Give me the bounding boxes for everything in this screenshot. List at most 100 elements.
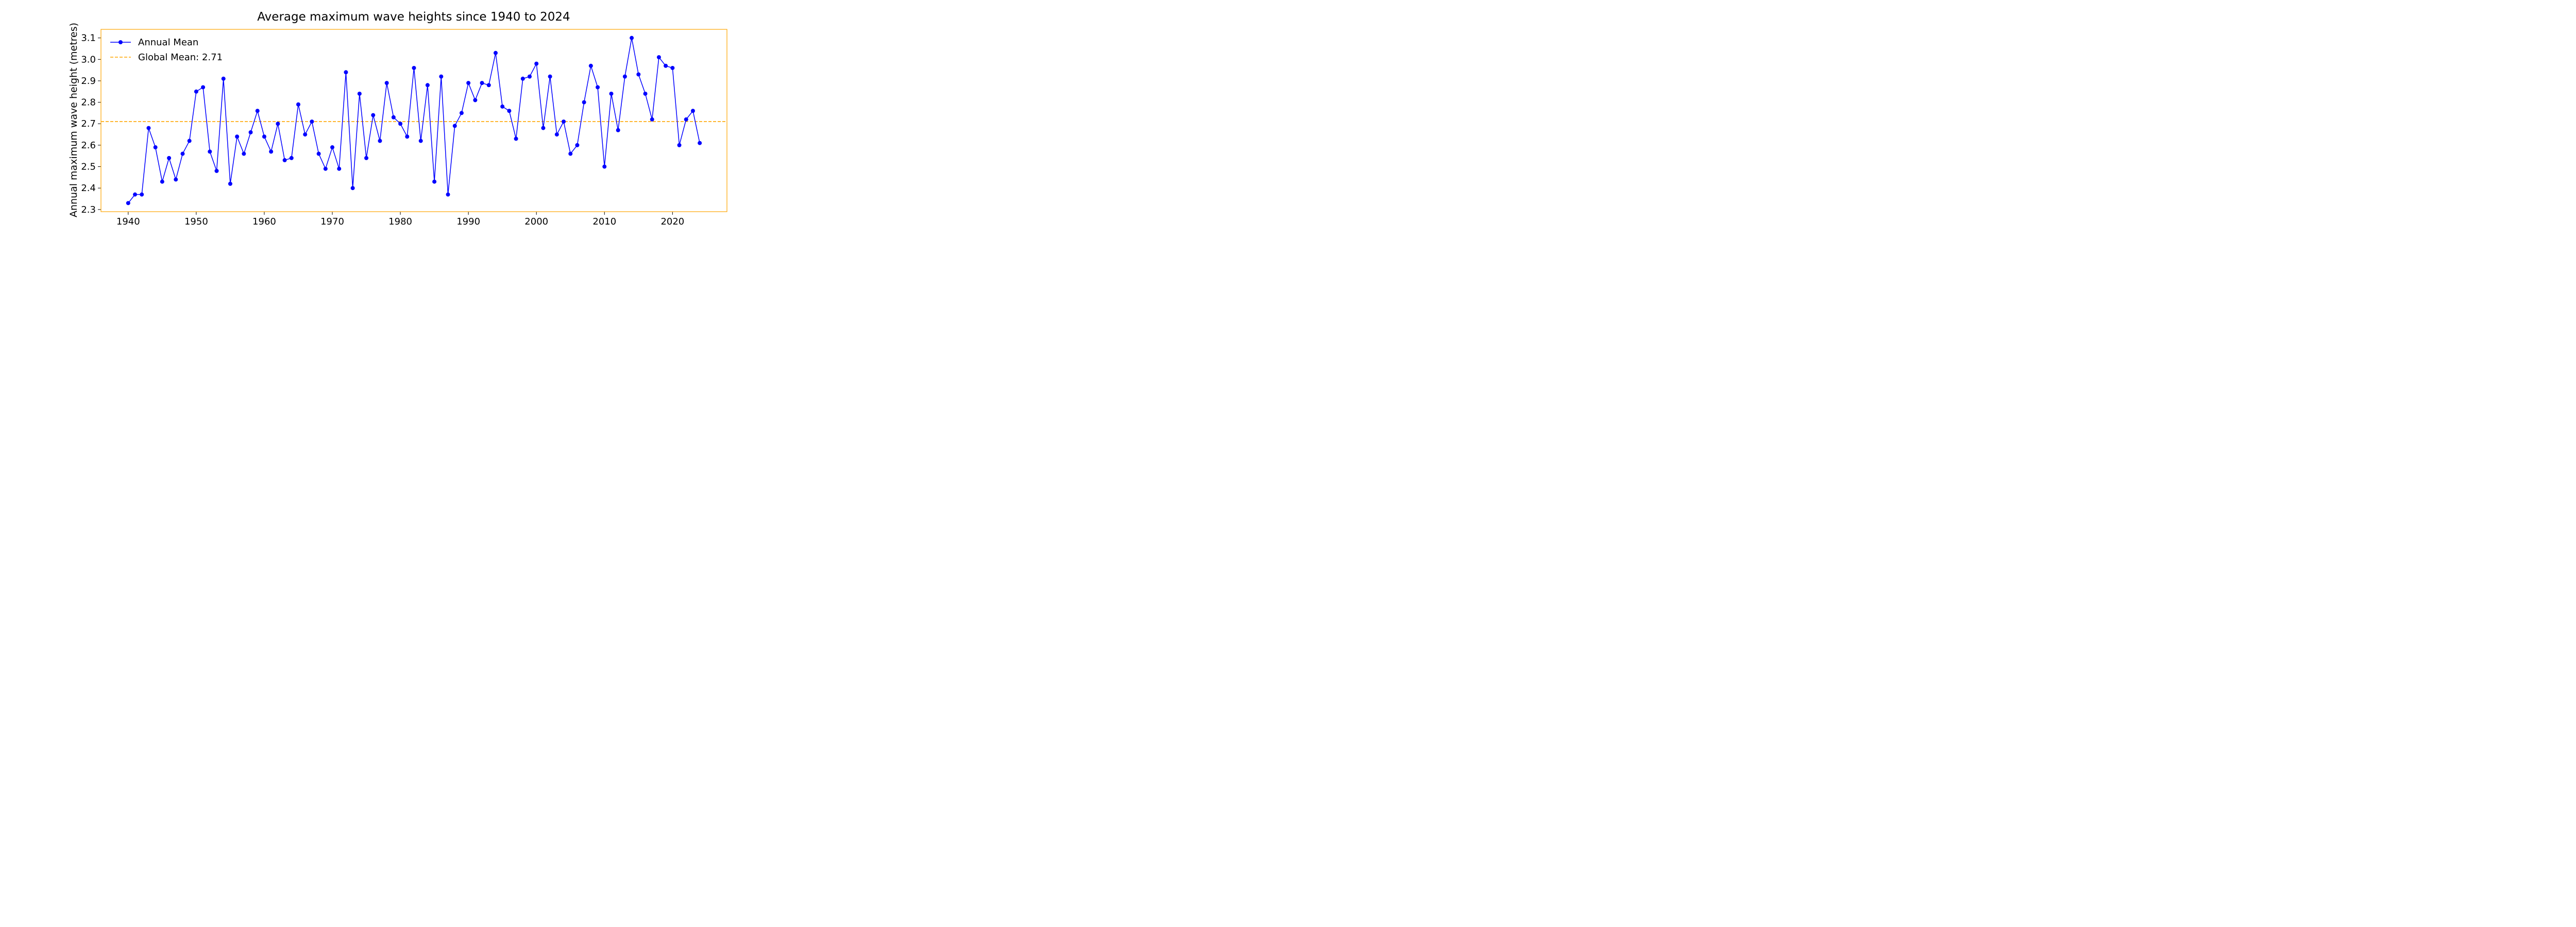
data-point <box>500 104 505 109</box>
data-point <box>235 134 240 139</box>
data-point <box>418 139 423 143</box>
data-point <box>528 74 532 79</box>
y-tick-label: 3.0 <box>81 54 96 65</box>
data-point <box>371 113 376 117</box>
data-point <box>459 111 464 115</box>
data-point <box>568 151 573 156</box>
y-tick-label: 3.1 <box>81 33 96 44</box>
data-point <box>656 55 661 60</box>
data-point <box>276 122 280 126</box>
data-point <box>412 65 416 70</box>
y-tick-label: 2.4 <box>81 183 96 194</box>
data-point <box>677 143 682 147</box>
data-point <box>201 85 206 90</box>
data-point <box>214 168 219 173</box>
y-tick-label: 2.3 <box>81 204 96 215</box>
y-axis-ticks: 2.3 2.4 2.5 2.6 2.7 2.8 2.9 3.0 3.1 <box>81 33 101 215</box>
plot-frame <box>100 29 727 212</box>
data-point <box>398 122 403 126</box>
series-layer <box>126 36 702 205</box>
data-point <box>554 132 559 137</box>
data-point <box>146 126 151 130</box>
data-point <box>425 83 430 88</box>
data-point <box>303 132 308 137</box>
data-point <box>316 151 321 156</box>
x-tick-label: 1940 <box>116 216 140 227</box>
data-point <box>520 76 525 81</box>
data-point <box>507 109 512 113</box>
y-tick-label: 2.5 <box>81 162 96 173</box>
x-tick-label: 1980 <box>388 216 412 227</box>
data-point <box>698 141 702 145</box>
data-point <box>588 63 593 68</box>
data-point <box>384 81 389 85</box>
x-axis-ticks: 1940 1950 1960 1970 1980 1990 2000 2010 2020 <box>116 212 684 227</box>
data-point <box>330 145 335 150</box>
legend-label-global-mean: Global Mean: 2.71 <box>138 52 223 63</box>
data-point <box>344 70 348 75</box>
data-point <box>323 166 328 171</box>
data-point <box>242 151 246 156</box>
data-point <box>282 158 287 163</box>
data-point <box>684 117 688 122</box>
data-point <box>534 61 539 66</box>
data-point <box>432 179 437 184</box>
data-point <box>248 130 253 134</box>
data-point <box>140 192 144 197</box>
data-point <box>670 65 675 70</box>
chart-title: Average maximum wave heights since 1940 … <box>257 10 570 24</box>
data-point <box>337 166 342 171</box>
data-point <box>180 151 185 156</box>
data-point <box>133 192 138 197</box>
data-point <box>296 102 300 107</box>
data-point <box>664 63 668 68</box>
data-point <box>602 164 607 169</box>
x-tick-label: 2000 <box>524 216 548 227</box>
data-point <box>622 74 627 79</box>
x-tick-label: 1990 <box>456 216 480 227</box>
data-point <box>187 139 192 143</box>
data-point <box>221 76 226 81</box>
data-point <box>473 98 478 102</box>
data-point <box>350 186 355 191</box>
data-point <box>228 181 232 186</box>
data-point <box>480 81 484 85</box>
data-point <box>208 149 212 154</box>
data-point <box>562 119 566 124</box>
data-point <box>439 74 444 79</box>
data-point <box>466 81 471 85</box>
data-point <box>405 134 410 139</box>
data-point <box>575 143 580 147</box>
data-point <box>310 119 314 124</box>
data-point <box>378 139 382 143</box>
data-point <box>514 136 518 141</box>
data-point <box>636 72 641 77</box>
y-tick-label: 2.9 <box>81 76 96 87</box>
data-point <box>582 100 586 105</box>
legend-label-annual-mean: Annual Mean <box>138 37 198 48</box>
data-point <box>690 109 695 113</box>
data-point <box>153 145 158 150</box>
legend: Annual Mean Global Mean: 2.71 <box>110 37 223 63</box>
data-point <box>364 156 369 160</box>
data-point <box>262 134 266 139</box>
y-axis-label: Annual maximum wave height (metres) <box>68 23 79 217</box>
x-tick-label: 1950 <box>184 216 208 227</box>
data-point <box>493 50 498 55</box>
x-tick-label: 2020 <box>660 216 684 227</box>
data-point <box>255 109 260 113</box>
data-point <box>357 91 362 96</box>
data-point <box>630 36 634 40</box>
data-point <box>446 192 450 197</box>
data-point <box>269 149 274 154</box>
data-point <box>194 89 198 94</box>
data-point <box>548 74 552 79</box>
data-point <box>452 124 457 128</box>
x-tick-label: 1960 <box>252 216 276 227</box>
y-tick-label: 2.8 <box>81 97 96 108</box>
data-point <box>616 128 620 132</box>
data-point <box>650 117 654 122</box>
wave-height-chart: Average maximum wave heights since 1940 … <box>68 10 727 227</box>
x-tick-label: 2010 <box>592 216 616 227</box>
data-point <box>643 91 648 96</box>
